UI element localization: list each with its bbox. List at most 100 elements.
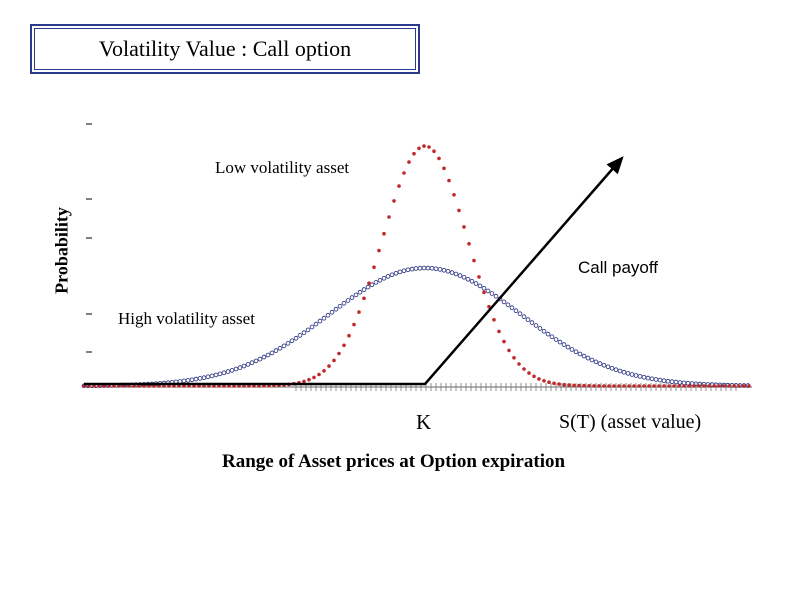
high-volatility-point [245,362,251,367]
high-volatility-point [521,314,527,320]
high-volatility-point [181,378,187,384]
low-volatility-point [527,371,531,375]
high-volatility-point [677,380,683,385]
high-volatility-point [529,320,535,325]
high-volatility-point [513,308,519,314]
low-volatility-point [307,377,311,382]
high-volatility-point [269,350,275,356]
high-volatility-point [325,312,331,318]
high-volatility-point [625,371,631,376]
high-volatility-point [381,275,387,281]
low-volatility-point [427,145,431,149]
low-volatility-point [457,208,461,213]
low-volatility-point [567,383,571,387]
high-volatility-point [233,366,239,372]
low-volatility-point [517,362,521,366]
high-volatility-point [341,300,347,306]
high-volatility-point [609,365,615,371]
low-volatility-point [442,166,446,171]
low-volatility-point [377,248,381,253]
low-volatility-point [592,384,596,388]
low-volatility-point [642,384,646,388]
high-volatility-point [349,295,355,300]
high-volatility-point [253,358,259,364]
high-volatility-point [597,361,603,366]
low-volatility-point [617,384,621,388]
low-volatility-point [522,367,526,371]
low-volatility-point [582,383,586,388]
high-volatility-point [301,330,307,336]
high-volatility-point [297,333,303,338]
low-volatility-point [692,384,696,388]
chart-title: Volatility Value : Call option [30,24,420,74]
high-volatility-point [477,283,483,289]
high-volatility-point [645,375,651,381]
low-volatility-label: Low volatility asset [215,158,350,177]
low-volatility-point [452,193,456,197]
high-volatility-point [453,271,459,277]
high-volatility-point [321,315,327,321]
high-volatility-point [369,282,375,288]
high-volatility-point [385,274,391,279]
high-volatility-point [225,369,231,374]
high-volatility-point [201,375,207,381]
low-volatility-point [632,384,636,388]
low-volatility-point [577,383,581,388]
low-volatility-point [372,265,376,270]
low-volatility-point [422,144,426,148]
high-volatility-point [505,302,511,308]
high-volatility-point [241,363,247,369]
low-volatility-point [707,384,711,388]
low-volatility-point [367,281,371,286]
low-volatility-point [477,275,481,279]
high-volatility-point [357,289,363,295]
low-volatility-point [467,242,471,246]
low-volatility-point [657,384,661,388]
high-volatility-point [361,287,367,292]
high-volatility-point [401,268,407,274]
high-volatility-point [441,267,447,273]
high-volatility-point [393,270,399,276]
high-volatility-point [573,349,579,355]
low-volatility-point [317,372,321,377]
high-volatility-point [533,323,539,328]
low-volatility-point [322,369,326,373]
high-volatility-point [413,266,419,271]
high-volatility-point [637,374,643,379]
high-volatility-point [493,293,499,299]
low-volatility-point [552,381,556,386]
low-volatility-point [737,384,741,388]
high-volatility-point [669,379,675,385]
high-volatility-point [337,303,343,309]
high-volatility-point [601,362,607,368]
high-volatility-point [373,280,379,285]
low-volatility-point [717,384,721,388]
strike-label: K [416,410,432,434]
low-volatility-point [687,384,691,388]
low-volatility-point [417,146,421,151]
high-volatility-point [541,328,547,334]
low-volatility-point [397,184,401,188]
high-volatility-point [213,372,219,378]
high-volatility-point [237,365,243,370]
low-volatility-point [357,310,361,314]
high-volatility-point [261,354,267,360]
high-volatility-point [317,318,323,324]
low-volatility-point [712,384,716,388]
low-volatility-point [507,348,511,353]
high-volatility-point [417,265,423,271]
low-volatility-point [562,382,566,387]
high-volatility-point [389,272,395,278]
high-volatility-point [289,338,295,344]
low-volatility-point [607,384,611,388]
high-volatility-point [657,377,663,383]
low-volatility-point [702,384,706,388]
high-volatility-point [217,371,223,377]
low-volatility-point [412,151,416,156]
high-volatility-point [509,305,515,311]
low-volatility-point [302,379,306,384]
low-volatility-point [602,384,606,388]
low-volatility-point [542,379,546,383]
low-volatility-point [472,258,476,263]
